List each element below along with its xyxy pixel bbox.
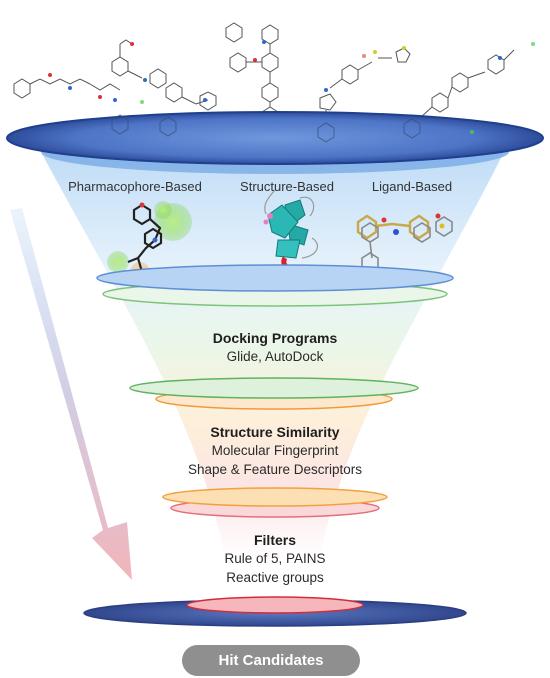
disc-molecule-fragments bbox=[111, 42, 535, 143]
method-label-structure: Structure-Based bbox=[240, 179, 334, 194]
stage-detail-similarity-2: Shape & Feature Descriptors bbox=[187, 462, 363, 477]
top-disc bbox=[6, 111, 544, 165]
orange-ring-2 bbox=[162, 487, 388, 507]
pharmacophore-model-image bbox=[107, 201, 192, 282]
protein-structure-image bbox=[263, 189, 319, 292]
blue-ring bbox=[96, 264, 454, 292]
stage-title-docking: Docking Programs bbox=[212, 330, 338, 346]
ligand-overlay-image bbox=[356, 213, 453, 273]
stage-detail-docking: Glide, AutoDock bbox=[226, 349, 324, 364]
method-label-ligand: Ligand-Based bbox=[371, 179, 453, 194]
down-arrow-icon bbox=[10, 208, 132, 580]
red-ring-bottom bbox=[186, 596, 364, 614]
stage-detail-filters-1: Rule of 5, PAINS bbox=[224, 551, 326, 566]
stage-detail-similarity-1: Molecular Fingerprint bbox=[211, 443, 339, 458]
method-label-pharmacophore: Pharmacophore-Based bbox=[68, 179, 202, 194]
funnel-body bbox=[40, 150, 505, 560]
stage-detail-filters-2: Reactive groups bbox=[226, 570, 324, 585]
stage-title-similarity: Structure Similarity bbox=[210, 424, 340, 440]
compound-library-molecules bbox=[13, 22, 515, 143]
molecule-structure-1 bbox=[13, 73, 121, 102]
molecule-structure-3 bbox=[225, 22, 279, 127]
green-ring-2 bbox=[129, 377, 419, 399]
molecule-structure-2 bbox=[111, 39, 217, 111]
hit-candidates-badge: Hit Candidates bbox=[182, 645, 360, 676]
stage-title-filters: Filters bbox=[253, 532, 296, 548]
